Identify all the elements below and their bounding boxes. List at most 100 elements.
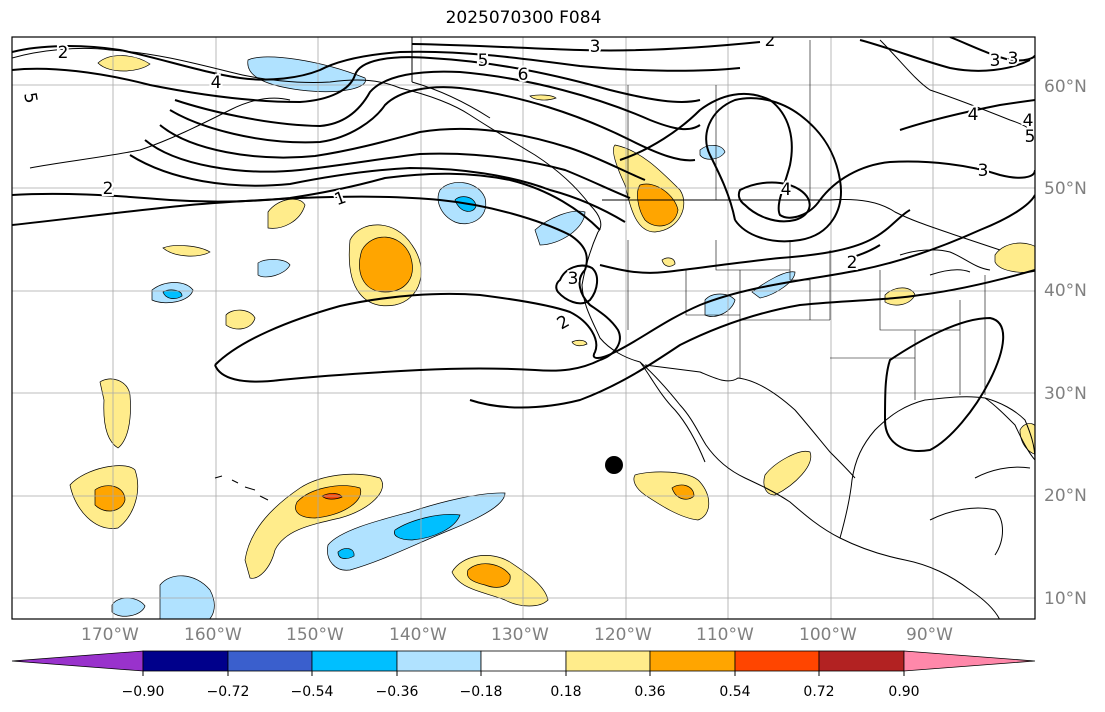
contour [12,172,601,231]
yucatan [929,507,1003,556]
west-coast [581,231,1001,619]
hudson-bay [879,39,1035,141]
shade-positive [97,55,151,72]
contour [469,269,1035,409]
contour-label: 5 [1025,127,1036,147]
contour-label: 6 [518,65,529,85]
shade-positive [661,257,676,267]
lat-label-20n: 20°N [1044,486,1087,506]
contour [599,209,911,274]
lat-label-40n: 40°N [1044,281,1087,301]
contour [214,359,601,383]
us-mexico-border [644,364,856,479]
contour-label: 5 [478,51,489,71]
shade-positive [571,339,588,347]
colorbar-ticks [142,671,905,676]
colorbar-label: −0.54 [290,684,334,700]
colorbar-segment [818,650,905,672]
contour-label: 3 [978,161,989,181]
contour-label: 5 [19,91,41,105]
colorbar-extend-high [903,650,1036,672]
lon-label-90w: 90°W [906,625,953,645]
shade-positive [994,242,1035,273]
contour-label: 4 [1023,111,1034,131]
colorbar-label: −0.90 [121,684,165,700]
colorbar-segment [142,650,229,672]
shade-positive [637,183,679,227]
colorbar-extend-low [11,650,144,672]
contour-label: 4 [781,180,792,200]
lat-label-30n: 30°N [1044,384,1087,404]
shade-negative [394,514,461,541]
great-lakes [899,249,991,276]
us-canada-border [602,199,1001,251]
hawaii [214,475,269,501]
shade-negative [534,210,586,246]
shade-positive [267,198,306,229]
contour-lines [12,37,1035,452]
shade-positive [94,485,126,512]
contour [159,124,646,181]
shade-negative [159,575,215,619]
graticule [12,37,1035,619]
location-marker [605,456,623,474]
colorbar-segment [227,650,313,672]
shade-positive [763,450,812,496]
map-title: 2025070300 F084 [445,8,602,28]
shade-positive [295,485,362,519]
contour-label: 3 [568,269,579,289]
contour [169,86,696,162]
shade-positive [359,236,413,293]
contour [174,70,701,131]
contour-label: 2 [554,311,573,334]
contour-label: 2 [103,179,114,199]
bc-alaska-border [411,37,491,119]
colorbar-label: 0.90 [888,684,920,700]
contour [849,244,881,259]
contour [859,39,1031,72]
colorbar-label: 0.72 [803,684,835,700]
gulf-coast [839,396,1035,539]
lat-label-50n: 50°N [1044,179,1087,199]
lat-label-60n: 60°N [1044,77,1087,97]
colorbar-label: −0.18 [459,684,503,700]
colorbar-label: 0.54 [719,684,751,700]
contour [144,139,631,199]
lon-label-160w: 160°W [184,625,242,645]
contour [129,154,626,223]
shade-negative [162,289,183,299]
contour [899,99,1035,131]
contour-label: 4 [968,105,979,125]
colorbar [11,650,1036,676]
colorbar-segment [480,650,567,672]
cuba [974,466,1031,479]
lon-label-110w: 110°W [696,625,754,645]
colorbar-segment [311,650,398,672]
colorbar-label: −0.72 [206,684,250,700]
florida [984,397,1035,461]
shade-positive [225,309,256,330]
contour [705,97,842,243]
contour [411,41,761,52]
contour [555,264,598,305]
contour-label: 2 [765,31,776,51]
contour [12,56,701,104]
coastlines [12,37,1035,619]
colorbar-segment [396,650,482,672]
lat-label-10n: 10°N [1044,589,1087,609]
shade-positive [99,378,131,449]
contour-label: 2 [847,253,858,273]
colorbar-segment [649,650,736,672]
shade-positive [466,563,511,588]
lon-label-140w: 140°W [389,625,447,645]
shade-negative [337,548,355,559]
colorbar-label: 0.36 [634,684,666,700]
shade-negative [699,145,726,160]
contour-label: 1 [332,188,349,210]
contour [883,316,1005,452]
colorbar-segment [565,650,651,672]
state-boundaries [627,40,986,400]
shade-positive [162,245,211,257]
aleutians [29,97,291,169]
shade-negative [257,259,291,278]
